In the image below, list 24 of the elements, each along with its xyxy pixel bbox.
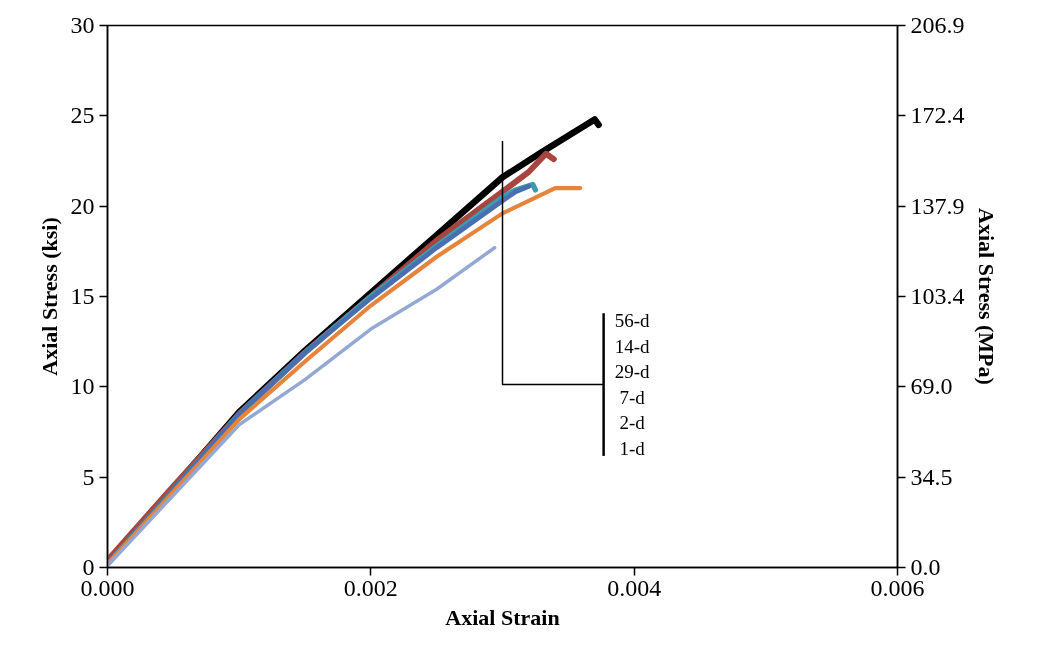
x-axis-title: Axial Strain — [445, 604, 560, 630]
y-tick-label: 30 — [70, 12, 95, 38]
annotation: 56-d — [614, 310, 650, 332]
y2-axis-title: Axial Stress (MPa) — [973, 208, 999, 385]
annotation: 14-d — [614, 335, 650, 357]
y2-tick-label: 206.9 — [910, 12, 965, 38]
y-tick-label: 20 — [70, 192, 95, 219]
x-tick-label: 0.004 — [607, 574, 662, 601]
annotation: 1-d — [619, 437, 646, 459]
annotation: 29-d — [614, 361, 650, 383]
y-tick-label: 25 — [70, 102, 95, 129]
y2-tick-label: 103.4 — [910, 283, 965, 310]
y-tick-label: 5 — [82, 463, 95, 490]
y-tick-label: 10 — [70, 373, 95, 400]
y-axis-title: Axial Stress (ksi) — [36, 217, 62, 376]
y2-tick-label: 34.5 — [910, 463, 953, 490]
x-tick-label: 0.002 — [343, 574, 398, 601]
y2-tick-label: 69.0 — [910, 373, 953, 400]
line-series — [107, 245, 497, 568]
annotation: 7-d — [619, 386, 646, 408]
y2-tick-label: 172.4 — [910, 102, 965, 129]
annotation: 2-d — [619, 412, 646, 434]
y2-tick-label: 137.9 — [910, 192, 965, 219]
y-tick-label: 15 — [70, 283, 95, 309]
